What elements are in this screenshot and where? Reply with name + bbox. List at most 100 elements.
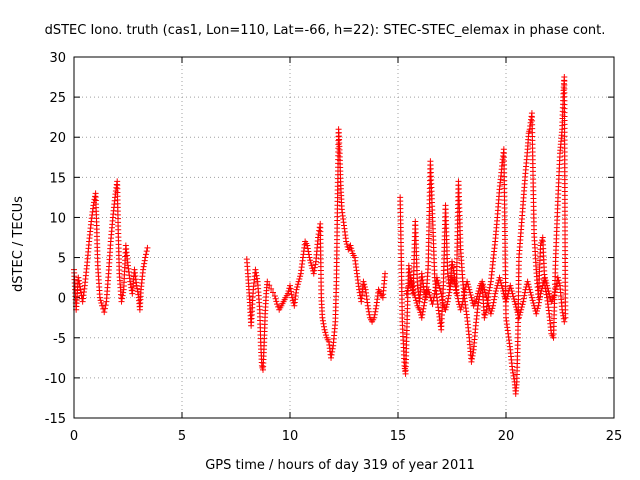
data-point [482, 291, 489, 298]
data-point [544, 282, 551, 289]
data-point [535, 302, 542, 309]
data-point [445, 295, 452, 302]
data-point [487, 310, 494, 317]
data-point [75, 274, 82, 281]
data-point [295, 278, 302, 285]
data-point [96, 294, 103, 301]
data-point [464, 278, 471, 285]
data-point [307, 257, 314, 264]
data-point [253, 272, 260, 279]
data-point [465, 283, 472, 290]
data-point [454, 292, 461, 299]
data-point [320, 320, 327, 327]
data-point [476, 285, 483, 292]
data-point [75, 277, 82, 284]
data-point [511, 298, 518, 305]
data-point [143, 251, 149, 258]
data-point [305, 248, 312, 255]
data-point [412, 294, 419, 301]
data-point [141, 260, 148, 267]
data-point [319, 317, 326, 324]
data-point [101, 305, 108, 312]
data-point [102, 302, 109, 309]
data-point [411, 291, 418, 298]
data-point [467, 289, 473, 296]
data-point [493, 285, 500, 292]
data-point [140, 263, 147, 270]
data-point [141, 257, 148, 264]
data-point [425, 286, 432, 293]
data-point [371, 311, 378, 318]
data-point [525, 281, 532, 288]
data-point [485, 300, 491, 307]
data-point [546, 290, 553, 297]
data-point [92, 193, 99, 200]
data-point [321, 323, 328, 330]
data-point [101, 309, 108, 316]
data-point [561, 318, 568, 325]
data-point [560, 315, 567, 322]
data-point [405, 282, 412, 289]
y-tick-label: 30 [49, 51, 66, 66]
data-point [319, 314, 326, 321]
data-point [310, 270, 317, 277]
data-point [127, 278, 134, 285]
data-point [533, 308, 540, 315]
data-point [419, 311, 426, 318]
data-point [405, 285, 412, 292]
data-point [410, 289, 417, 296]
data-point [510, 293, 517, 300]
data-point [482, 309, 489, 316]
data-point [475, 299, 482, 306]
data-point [419, 308, 426, 315]
plot-frame [73, 56, 615, 419]
data-points [71, 74, 569, 397]
data-point [297, 273, 304, 280]
data-point [328, 351, 335, 358]
data-point [427, 294, 434, 301]
data-point [542, 288, 549, 295]
data-point [445, 292, 452, 299]
data-point [482, 312, 489, 319]
data-point [509, 366, 516, 373]
data-point [469, 297, 476, 304]
data-point [484, 297, 491, 304]
data-point [481, 286, 488, 293]
data-point [120, 289, 127, 296]
data-point [266, 282, 273, 289]
data-point [252, 266, 259, 273]
x-axis-label: GPS time / hours of day 319 of year 2011 [205, 458, 475, 473]
data-point [479, 281, 486, 288]
data-point [467, 291, 474, 298]
data-point [439, 296, 446, 303]
data-point [451, 281, 458, 288]
data-point [535, 299, 542, 306]
data-point [372, 308, 379, 315]
data-point [382, 270, 389, 277]
data-point [469, 352, 476, 359]
data-point [311, 264, 318, 271]
data-point [539, 237, 545, 244]
data-point [272, 295, 279, 302]
data-point [497, 277, 504, 284]
data-point [437, 287, 444, 294]
data-point [288, 291, 295, 298]
data-point [539, 285, 545, 292]
data-point [513, 304, 520, 311]
data-point [371, 314, 378, 321]
data-point [274, 301, 281, 308]
data-point [553, 283, 560, 290]
data-point [118, 298, 125, 305]
data-point [551, 289, 558, 296]
data-point [372, 305, 379, 312]
data-point [528, 294, 535, 301]
data-point [421, 299, 428, 306]
data-point [409, 283, 416, 290]
data-point [311, 267, 318, 274]
data-point [133, 282, 140, 289]
data-point [119, 295, 126, 302]
data-point [422, 296, 428, 303]
data-point [489, 305, 496, 312]
data-point [475, 287, 482, 294]
y-tick-label: 25 [49, 91, 66, 106]
